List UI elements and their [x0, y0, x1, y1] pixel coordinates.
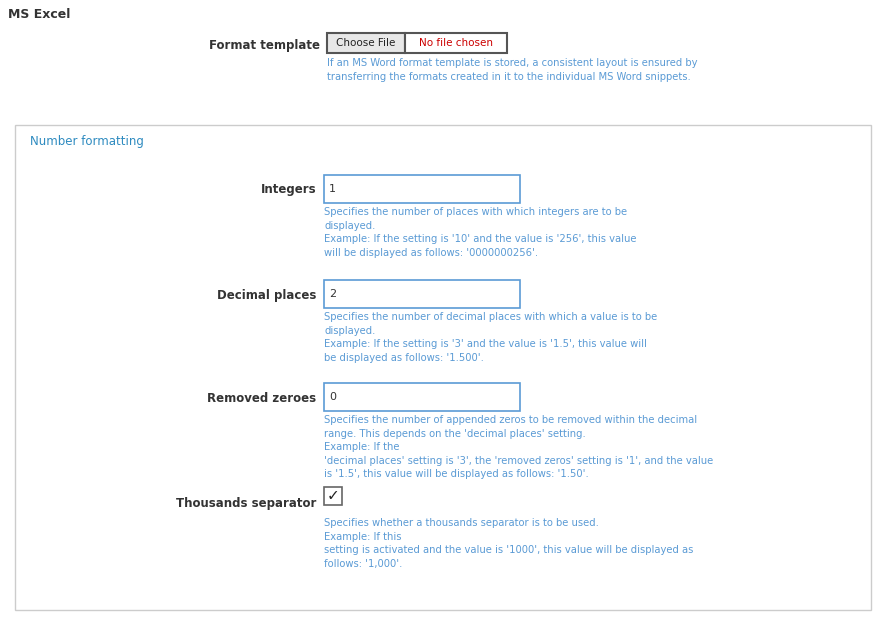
Text: Specifies the number of decimal places with which a value is to be
displayed.
Ex: Specifies the number of decimal places w…: [324, 312, 657, 363]
Text: Choose File: Choose File: [337, 38, 396, 48]
FancyBboxPatch shape: [324, 383, 520, 411]
Text: MS Excel: MS Excel: [8, 8, 70, 21]
Text: Specifies the number of appended zeros to be removed within the decimal
range. T: Specifies the number of appended zeros t…: [324, 415, 713, 479]
FancyBboxPatch shape: [15, 125, 871, 610]
Text: Removed zeroes: Removed zeroes: [207, 391, 316, 404]
Text: 0: 0: [329, 392, 336, 402]
Text: Integers: Integers: [260, 183, 316, 197]
Text: If an MS Word format template is stored, a consistent layout is ensured by
trans: If an MS Word format template is stored,…: [327, 58, 697, 82]
FancyBboxPatch shape: [324, 175, 520, 203]
Text: Decimal places: Decimal places: [217, 288, 316, 301]
FancyBboxPatch shape: [324, 487, 342, 505]
Text: Specifies whether a thousands separator is to be used.
Example: If this
setting : Specifies whether a thousands separator …: [324, 518, 694, 569]
Text: No file chosen: No file chosen: [419, 38, 493, 48]
Text: 1: 1: [329, 184, 336, 194]
FancyBboxPatch shape: [405, 33, 507, 53]
FancyBboxPatch shape: [324, 280, 520, 308]
Text: Thousands separator: Thousands separator: [176, 497, 316, 510]
FancyBboxPatch shape: [327, 33, 405, 53]
Text: Number formatting: Number formatting: [30, 135, 144, 148]
Text: Format template: Format template: [209, 39, 320, 52]
Text: 2: 2: [329, 289, 337, 299]
Text: Specifies the number of places with which integers are to be
displayed.
Example:: Specifies the number of places with whic…: [324, 207, 637, 258]
Text: ✓: ✓: [327, 489, 339, 504]
